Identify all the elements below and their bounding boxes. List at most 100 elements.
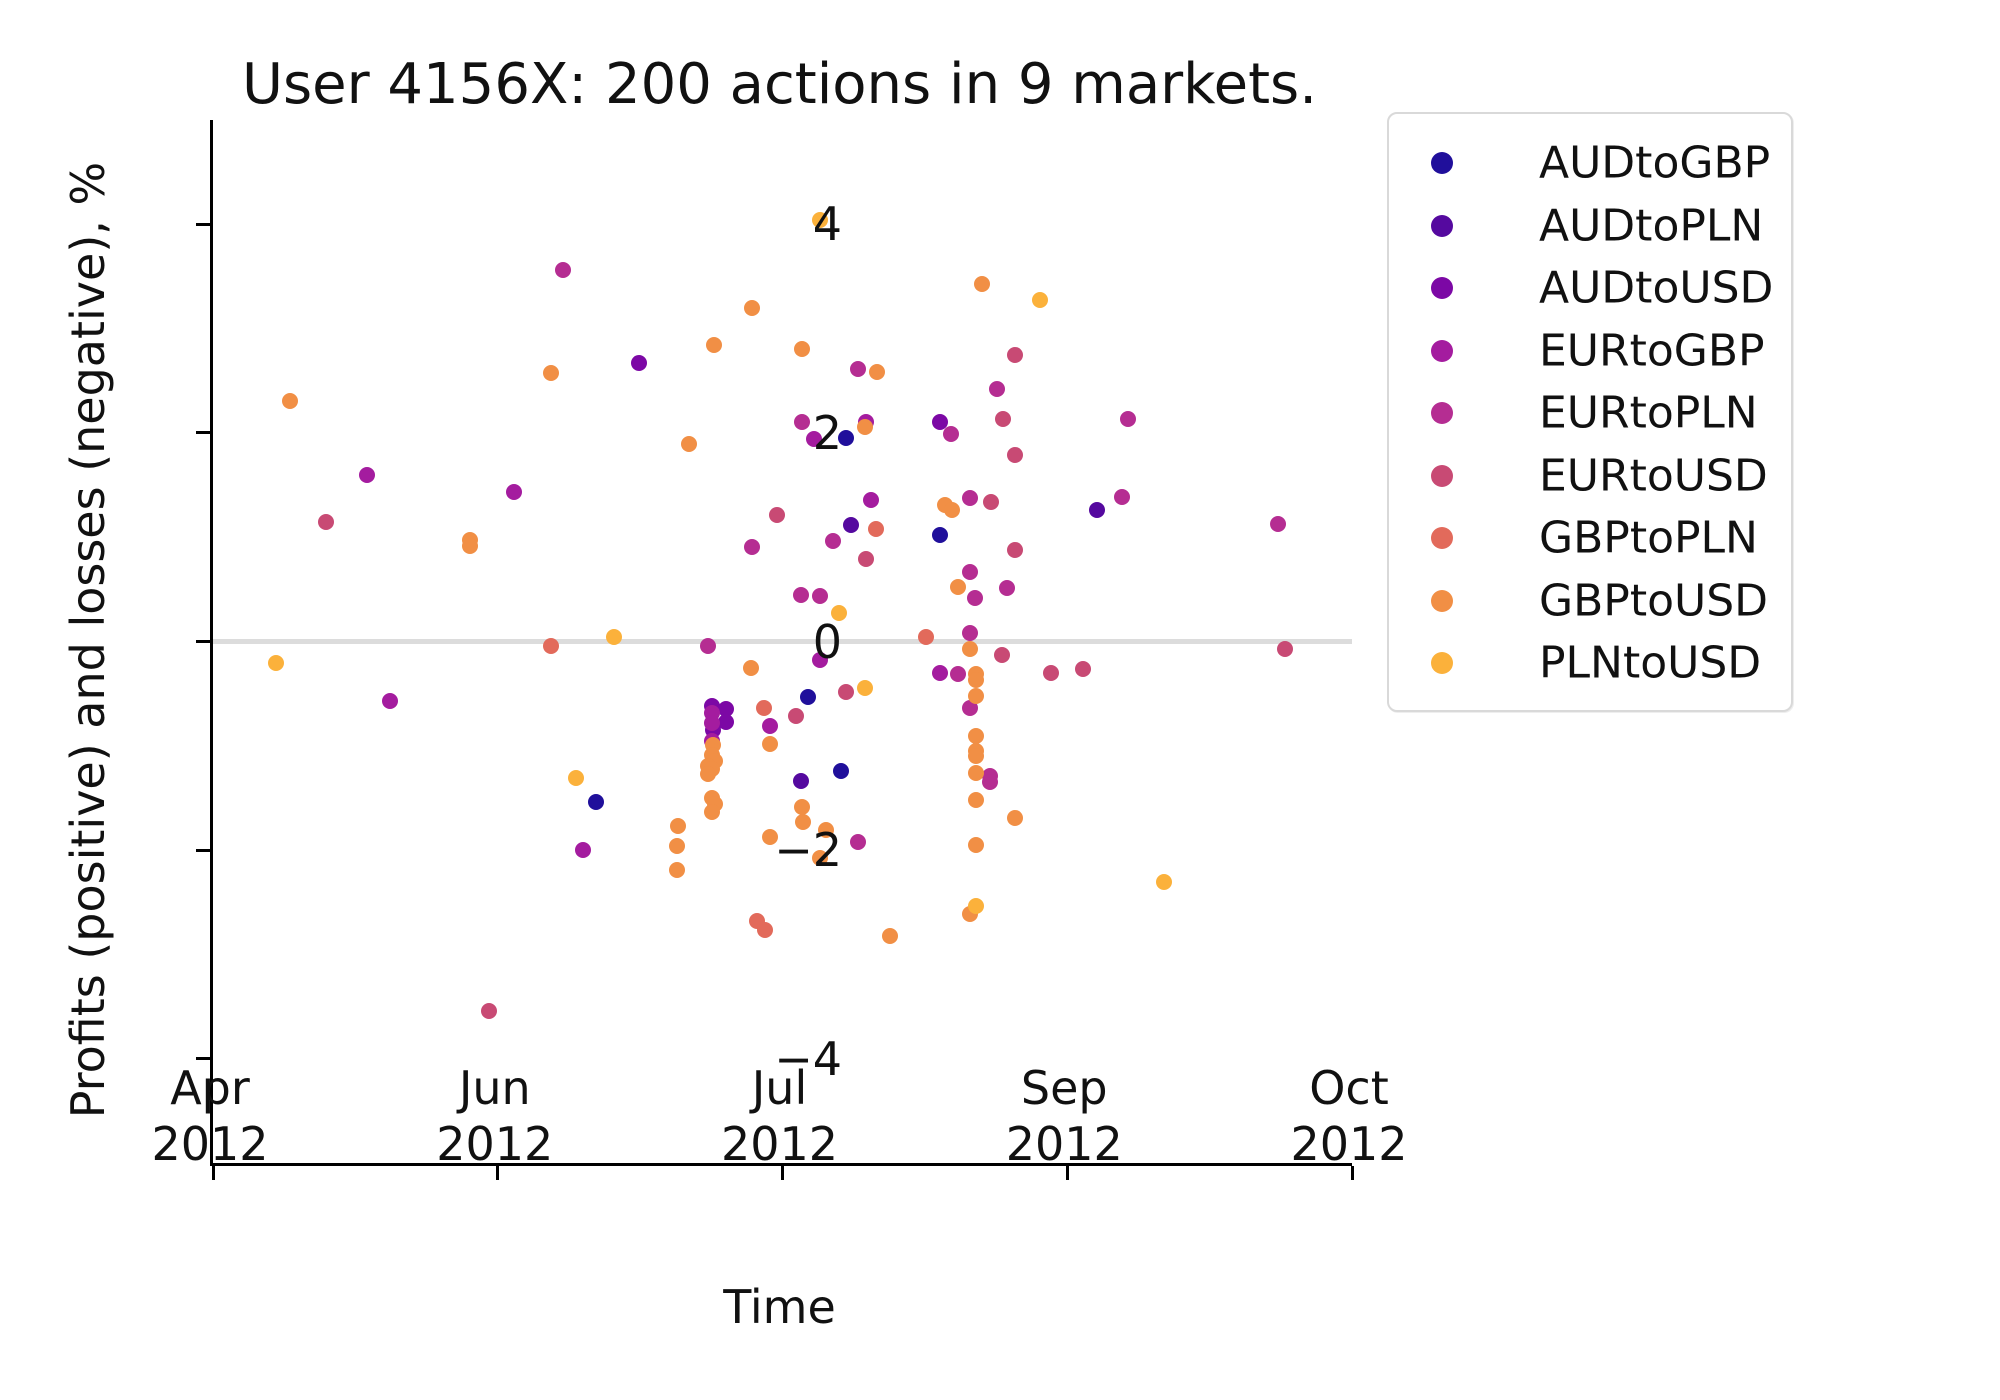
legend-item-AUDtoPLN: AUDtoPLN	[1389, 195, 1791, 257]
data-point-EURtoUSD	[982, 493, 999, 510]
y-tick-label: −4	[774, 1031, 842, 1086]
data-point-EURtoUSD	[1006, 446, 1023, 463]
y-tick-label: −2	[774, 823, 842, 878]
data-point-GBPtoPLN	[918, 629, 934, 646]
x-tick-label: Sep 2012	[1005, 1061, 1123, 1172]
data-point-AUDtoPLN	[792, 773, 809, 790]
data-point-EURtoPLN	[793, 414, 810, 431]
data-point-EURtoGBP	[931, 664, 948, 681]
data-point-EURtoGBP	[505, 484, 522, 501]
data-point-EURtoPLN	[962, 489, 979, 506]
y-tick	[196, 640, 210, 643]
data-point-GBPtoUSD	[703, 803, 720, 820]
data-point-EURtoPLN	[792, 586, 809, 603]
data-point-GBPtoPLN	[867, 520, 884, 537]
data-point-EURtoPLN	[812, 587, 829, 604]
data-point-EURtoUSD	[1043, 664, 1060, 681]
data-point-GBPtoUSD	[968, 687, 985, 704]
legend-marker-icon	[1431, 339, 1453, 362]
data-point-GBPtoUSD	[944, 502, 961, 519]
data-point-GBPtoUSD	[968, 764, 985, 781]
legend-label: EURtoGBP	[1539, 325, 1765, 376]
data-point-GBPtoPLN	[757, 922, 774, 939]
data-point-AUDtoUSD	[717, 701, 734, 718]
legend-label: AUDtoUSD	[1539, 262, 1774, 314]
data-point-PLNtoUSD	[831, 605, 848, 622]
data-point-EURtoGBP	[863, 491, 880, 508]
data-point-GBPtoUSD	[812, 850, 829, 867]
data-point-PLNtoUSD	[605, 629, 622, 646]
data-point-AUDtoPLN	[842, 516, 859, 533]
legend-label: AUDtoGBP	[1539, 137, 1771, 189]
data-point-EURtoUSD	[788, 707, 805, 724]
data-point-EURtoPLN	[824, 533, 841, 550]
data-point-PLNtoUSD	[568, 770, 585, 787]
data-point-EURtoUSD	[838, 683, 855, 700]
legend-marker-icon	[1431, 402, 1453, 424]
data-point-EURtoGBP	[812, 652, 829, 669]
data-point-AUDtoGBP	[931, 527, 948, 544]
y-tick	[196, 1057, 210, 1061]
data-point-PLNtoUSD	[856, 680, 873, 697]
data-point-EURtoUSD	[1075, 660, 1092, 677]
x-tick-label: Jun 2012	[436, 1061, 554, 1172]
data-point-GBPtoUSD	[973, 275, 990, 292]
legend-marker-icon	[1431, 589, 1453, 612]
y-tick-label: 0	[812, 614, 842, 669]
legend-label: GBPtoPLN	[1539, 512, 1758, 564]
data-point-EURtoPLN	[1113, 488, 1130, 505]
data-point-AUDtoUSD	[931, 414, 948, 431]
legend-label: EURtoPLN	[1539, 387, 1758, 439]
x-tick	[1065, 1166, 1069, 1180]
data-point-EURtoPLN	[962, 625, 979, 642]
y-tick-label: 4	[812, 197, 842, 252]
data-point-GBPtoUSD	[795, 813, 811, 830]
x-tick-label: Oct 2012	[1290, 1061, 1408, 1172]
data-point-GBPtoUSD	[968, 748, 985, 765]
data-point-AUDtoPLN	[1088, 502, 1105, 519]
x-tick	[496, 1166, 500, 1180]
zero-reference-line	[213, 639, 1352, 644]
data-point-EURtoPLN	[962, 700, 979, 717]
data-point-EURtoPLN	[700, 637, 717, 654]
legend-label: EURtoUSD	[1539, 450, 1768, 501]
data-point-GBPtoUSD	[968, 836, 985, 853]
data-point-EURtoPLN	[743, 538, 760, 555]
data-point-AUDtoGBP	[587, 794, 604, 811]
x-tick	[211, 1166, 215, 1180]
data-point-EURtoUSD	[1006, 346, 1023, 363]
x-tick	[781, 1166, 784, 1180]
data-point-PLNtoUSD	[812, 212, 829, 229]
data-point-GBPtoUSD	[681, 436, 698, 453]
legend-marker-icon	[1431, 464, 1453, 487]
x-tick-label: Jul 2012	[720, 1061, 839, 1172]
data-point-GBPtoUSD	[761, 735, 778, 752]
data-point-GBPtoUSD	[761, 828, 778, 845]
data-point-GBPtoUSD	[668, 861, 685, 878]
y-axis-label: Profits (positive) and losses (negative)…	[61, 161, 115, 1119]
data-point-PLNtoUSD	[267, 655, 284, 672]
data-point-AUDtoGBP	[832, 762, 849, 779]
data-point-EURtoUSD	[768, 507, 785, 524]
data-point-GBPtoUSD	[462, 537, 479, 554]
data-point-GBPtoUSD	[742, 659, 759, 676]
y-tick	[196, 222, 210, 226]
data-point-EURtoPLN	[1119, 411, 1136, 428]
legend-item-EURtoPLN: EURtoPLN	[1389, 382, 1791, 444]
data-point-GBPtoUSD	[793, 799, 810, 816]
legend-label: GBPtoUSD	[1539, 575, 1769, 626]
data-point-EURtoGBP	[381, 692, 398, 709]
data-point-EURtoGBP	[761, 717, 778, 734]
data-point-EURtoUSD	[1276, 640, 1293, 657]
data-point-AUDtoGBP	[799, 688, 816, 705]
data-point-GBPtoPLN	[756, 700, 773, 717]
data-point-EURtoPLN	[998, 580, 1015, 597]
data-point-GBPtoUSD	[962, 640, 979, 657]
data-point-EURtoPLN	[949, 665, 966, 682]
data-point-GBPtoUSD	[669, 818, 686, 835]
data-point-EURtoPLN	[988, 381, 1005, 398]
data-point-EURtoUSD	[317, 513, 334, 530]
data-point-AUDtoGBP	[838, 430, 855, 447]
legend-item-EURtoUSD: EURtoUSD	[1389, 445, 1791, 507]
